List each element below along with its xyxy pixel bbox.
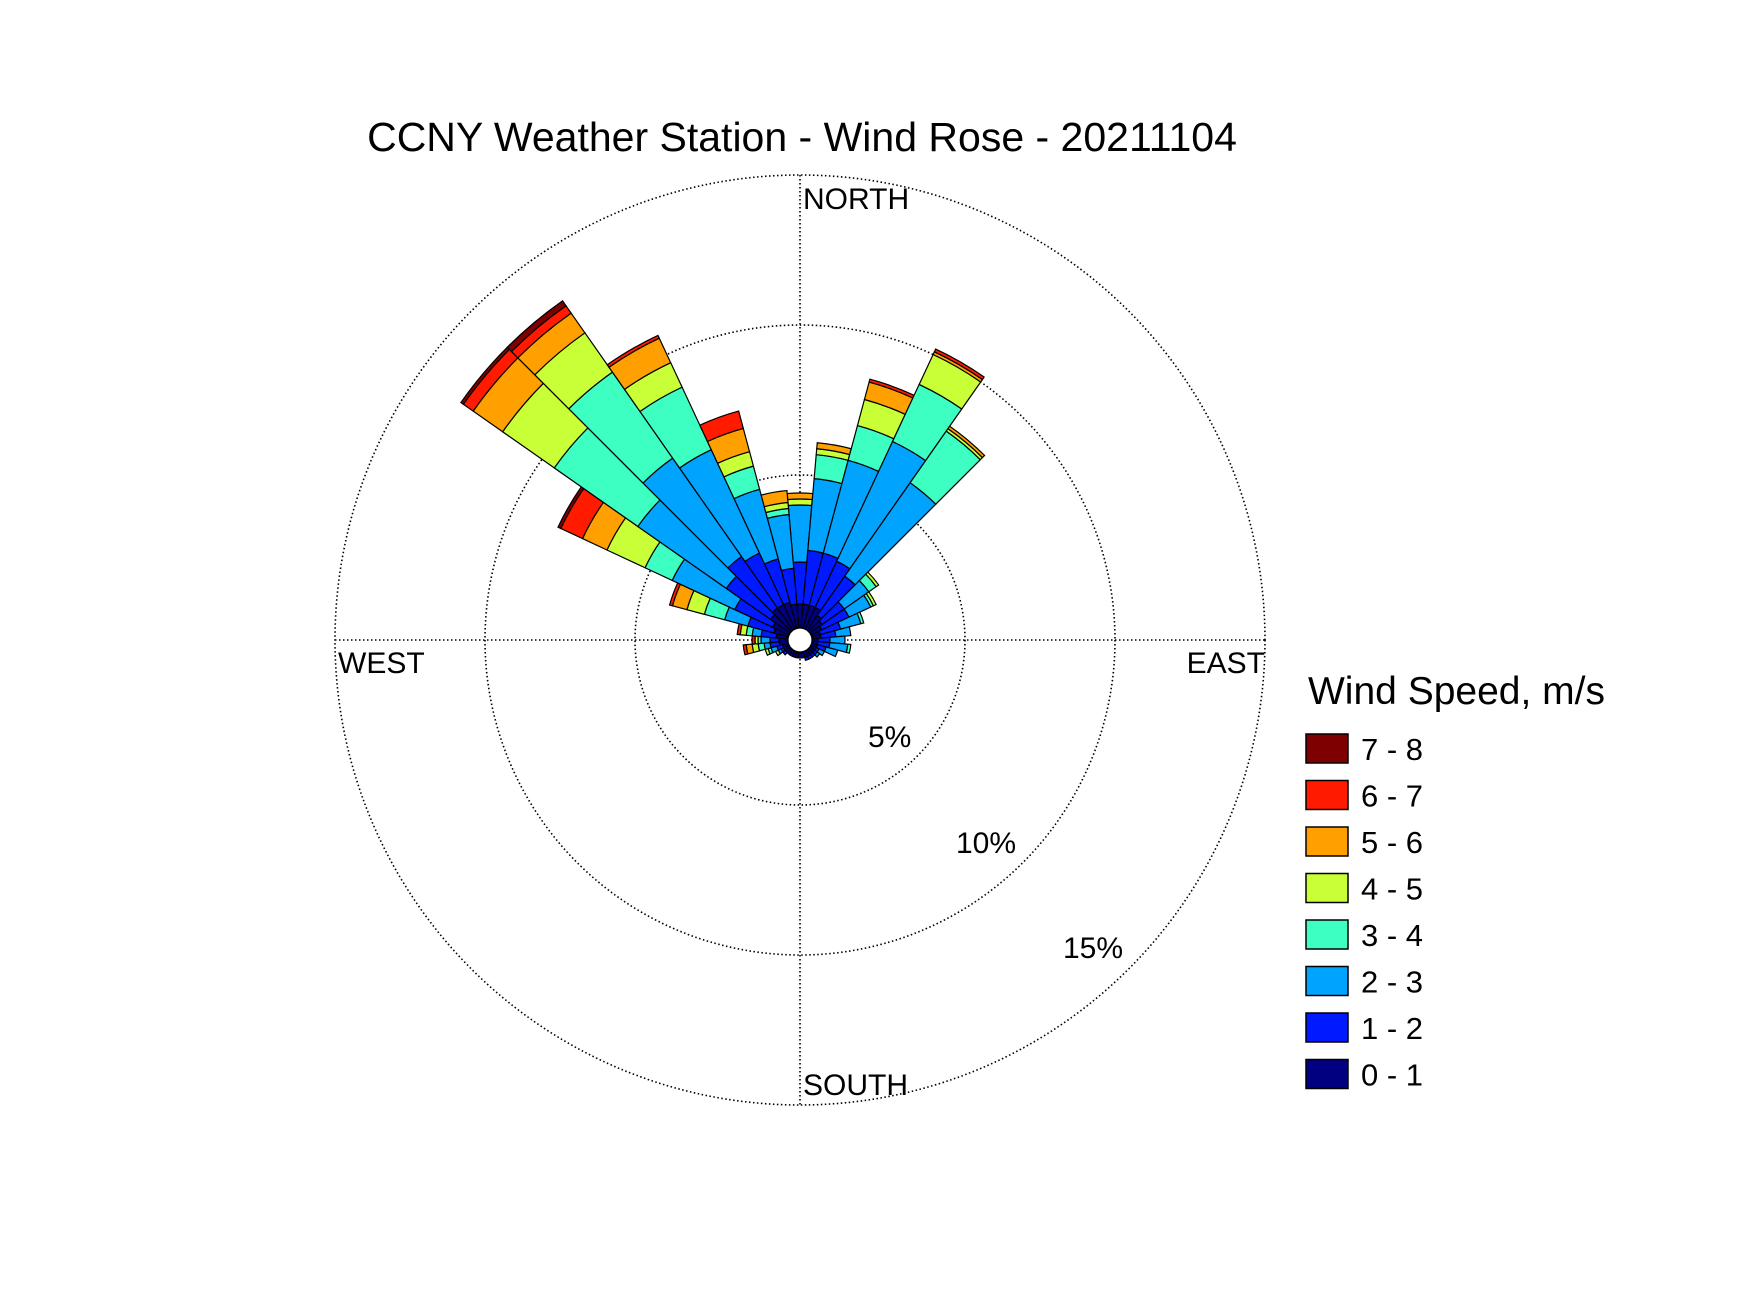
- legend-swatch-3: [1305, 872, 1349, 904]
- sector-340-bin-6: [699, 410, 745, 443]
- sector-330-bin-6: [606, 334, 661, 369]
- legend-label-4: 3 - 4: [1361, 918, 1423, 953]
- legend-swatch-6: [1305, 1012, 1349, 1043]
- sector-40-bin-5: [947, 425, 986, 459]
- legend-swatch-1: [1305, 779, 1349, 811]
- legend-swatch-7: [1305, 1058, 1349, 1090]
- west-label: WEST: [338, 647, 425, 680]
- sector-0-bin-5: [786, 492, 814, 501]
- sector-60-bin-4: [865, 590, 877, 607]
- sector-120-bin-2: [816, 648, 826, 657]
- legend: Wind Speed, m/s 7 - 8 6 - 7 5 - 6 4 - 5 3 - …: [1305, 670, 1605, 1093]
- east-label: EAST: [1187, 647, 1265, 680]
- sector-100-bin-3: [845, 643, 852, 654]
- sector-70-bin-3: [856, 611, 865, 625]
- sector-350-bin-5: [760, 489, 789, 508]
- legend-label-0: 7 - 8: [1361, 732, 1423, 767]
- sector-320-bin-7: [506, 300, 567, 353]
- south-label: SOUTH: [803, 1069, 908, 1102]
- legend-label-6: 1 - 2: [1361, 1011, 1423, 1046]
- legend-title: Wind Speed, m/s: [1308, 670, 1605, 713]
- sector-50-bin-4: [864, 571, 880, 588]
- sector-0-bin-4: [787, 498, 813, 507]
- legend-swatch-5: [1305, 965, 1349, 997]
- calm-center: [787, 627, 813, 653]
- sector-130-bin-2: [814, 651, 821, 658]
- legend-label-3: 4 - 5: [1361, 872, 1423, 907]
- wind-sectors: [460, 300, 986, 662]
- legend-swatch-0: [1305, 733, 1349, 764]
- legend-swatch-4: [1305, 919, 1349, 950]
- sector-30-bin-6: [933, 348, 985, 381]
- legend-label-2: 5 - 6: [1361, 825, 1423, 860]
- chart-title: CCNY Weather Station - Wind Rose - 20211…: [367, 114, 1237, 160]
- ring-label-15: 15%: [1063, 932, 1123, 965]
- legend-label-5: 2 - 3: [1361, 965, 1423, 1000]
- ring-label-10: 10%: [956, 827, 1016, 860]
- sector-270-bin-6: [751, 635, 756, 645]
- sector-160-bin-1: [803, 655, 810, 662]
- sector-110-bin-2: [823, 646, 839, 658]
- sector-80-bin-2: [834, 626, 852, 638]
- ring-label-5: 5%: [868, 721, 911, 754]
- sector-260-bin-6: [742, 644, 749, 656]
- legend-label-1: 6 - 7: [1361, 779, 1423, 814]
- legend-label-7: 0 - 1: [1361, 1058, 1423, 1093]
- legend-swatch-2: [1305, 826, 1349, 857]
- north-label: NORTH: [803, 183, 909, 216]
